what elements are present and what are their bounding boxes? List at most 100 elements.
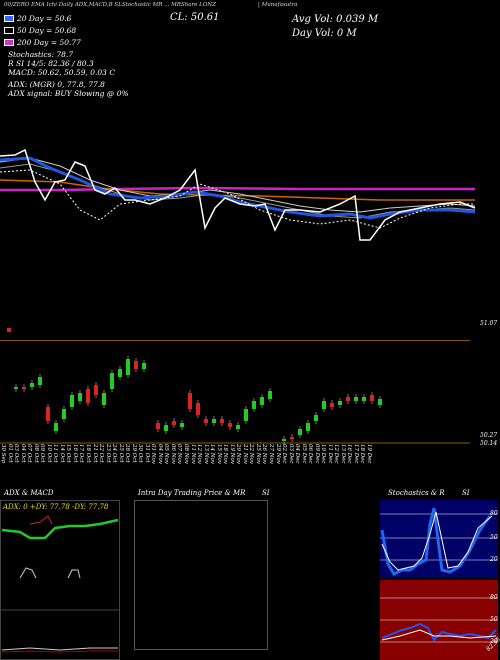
date-tick-label: 20 Nov (235, 444, 242, 464)
stochastics-readout: Stochastics: 78.7 (8, 50, 74, 59)
date-tick-label: 03 Oct (13, 444, 20, 463)
candle (338, 398, 342, 408)
date-tick-label: 14 Oct (58, 444, 65, 463)
bull-candle-body (70, 395, 74, 407)
candle (298, 426, 302, 438)
date-tick-label: 16 Dec (346, 444, 353, 464)
macd-line-1 (19, 567, 37, 579)
candle (94, 382, 98, 398)
stoch-k-line (380, 507, 492, 576)
bull-candle-body (30, 383, 34, 387)
date-tick-label: 31 Oct (143, 444, 150, 463)
bear-candle-body (172, 421, 176, 425)
legend-swatch-black (4, 27, 14, 34)
candle (378, 396, 382, 408)
candle (346, 394, 350, 404)
adx-green-line (1, 518, 119, 540)
candlestick-chart (0, 356, 470, 444)
candle (30, 380, 34, 390)
rsi-readout: R SI 14/5: 82.36 / 80.3 (8, 59, 94, 68)
candle (54, 420, 58, 434)
ema-chart (0, 148, 476, 332)
bear-candle-body (330, 403, 334, 407)
ema-orange-line (0, 179, 475, 201)
date-tick-label: 12 Nov (196, 444, 203, 464)
bull-candle-body (78, 393, 82, 401)
candle (78, 390, 82, 404)
bull-candle-body (180, 423, 184, 427)
date-tick-label: 14 Nov (209, 444, 216, 464)
adx-panel-title: ADX & MACD (4, 489, 54, 497)
price-axis-bottom-1: 50.27 (480, 432, 498, 439)
date-tick-label: 22 Oct (98, 444, 105, 463)
date-tick-label: 28 Oct (124, 444, 131, 463)
date-tick-label: 11 Nov (189, 444, 196, 464)
rsi-signal-line (381, 629, 497, 641)
bear-candle-body (228, 423, 232, 427)
candle (314, 412, 318, 424)
avg-volume: Avg Vol: 0.039 M (292, 14, 379, 25)
bear-candle-body (188, 393, 192, 409)
bull-candle-body (142, 363, 146, 369)
bear-candle-body (346, 397, 350, 401)
date-tick-label: 30 Oct (137, 444, 144, 463)
bull-candle-body (268, 391, 272, 399)
date-tick-label: 18 Dec (359, 444, 366, 464)
candle (282, 436, 286, 444)
candle (322, 398, 326, 412)
candle (38, 374, 42, 388)
candle (330, 400, 334, 410)
stoch-rsi-chart (380, 507, 498, 643)
bull-candle-body (236, 425, 240, 429)
bull-candle-body (164, 425, 168, 431)
stoch-panel-si: SI (462, 489, 470, 497)
rsi-tick-80: 80 (490, 594, 498, 601)
bull-candle-body (118, 369, 122, 377)
date-tick-label: 09 Oct (39, 444, 46, 463)
bear-candle-body (196, 403, 200, 415)
date-tick-label: 07 Oct (26, 444, 33, 463)
date-tick-label: 29 Oct (130, 444, 137, 463)
date-tick-label: 26 Nov (261, 444, 268, 464)
bear-candle-body (204, 419, 208, 423)
rsi-tick-50: 50 (490, 616, 498, 623)
ema200-line (0, 186, 475, 192)
bull-candle-body (322, 401, 326, 409)
bear-candle-body (134, 361, 138, 369)
date-tick-label: 08 Oct (32, 444, 39, 463)
date-tick-label: 07 Nov (176, 444, 183, 464)
macd-lower-line-2 (1, 650, 118, 653)
bull-candle-body (212, 419, 216, 423)
bear-candle-body (290, 437, 294, 439)
date-tick-label: 13 Nov (202, 444, 209, 464)
price-axis-top: 51.07 (480, 320, 498, 327)
adx-panel-readout: ADX: 0 +DY: 77.78 -DY: 77.78 (3, 503, 109, 511)
adx-readout: ADX: (MGR) 0, 77.8, 77.8 (8, 80, 105, 89)
bear-candle-body (220, 419, 224, 423)
candle (172, 418, 176, 428)
candle (362, 394, 366, 404)
bull-candle-body (14, 387, 18, 389)
candle (244, 406, 248, 424)
candle (260, 394, 264, 408)
date-tick-label: 21 Nov (241, 444, 248, 464)
ema-white-line-1 (0, 157, 476, 213)
date-tick-label: 11 Dec (326, 444, 333, 464)
date-tick-label: 08 Nov (183, 444, 189, 464)
candle (22, 384, 26, 392)
intraday-panel (134, 500, 268, 650)
date-tick-label: 04 Nov (156, 444, 163, 464)
candle (290, 434, 294, 442)
date-tick-label: 02 Dec (281, 444, 288, 464)
date-tick-label: 22 Nov (248, 444, 255, 464)
date-tick-label: 30 Sep (0, 444, 6, 464)
candle (156, 420, 160, 432)
candle (134, 358, 138, 372)
date-tick-label: 01 Nov (150, 444, 157, 464)
candle (228, 420, 232, 430)
date-tick-label: 24 Oct (111, 444, 118, 463)
ema-dotted-line (0, 169, 475, 229)
date-tick-label: 29 Nov (274, 444, 281, 464)
bull-candle-body (338, 401, 342, 405)
stoch-tick-50: 50 (490, 534, 498, 541)
